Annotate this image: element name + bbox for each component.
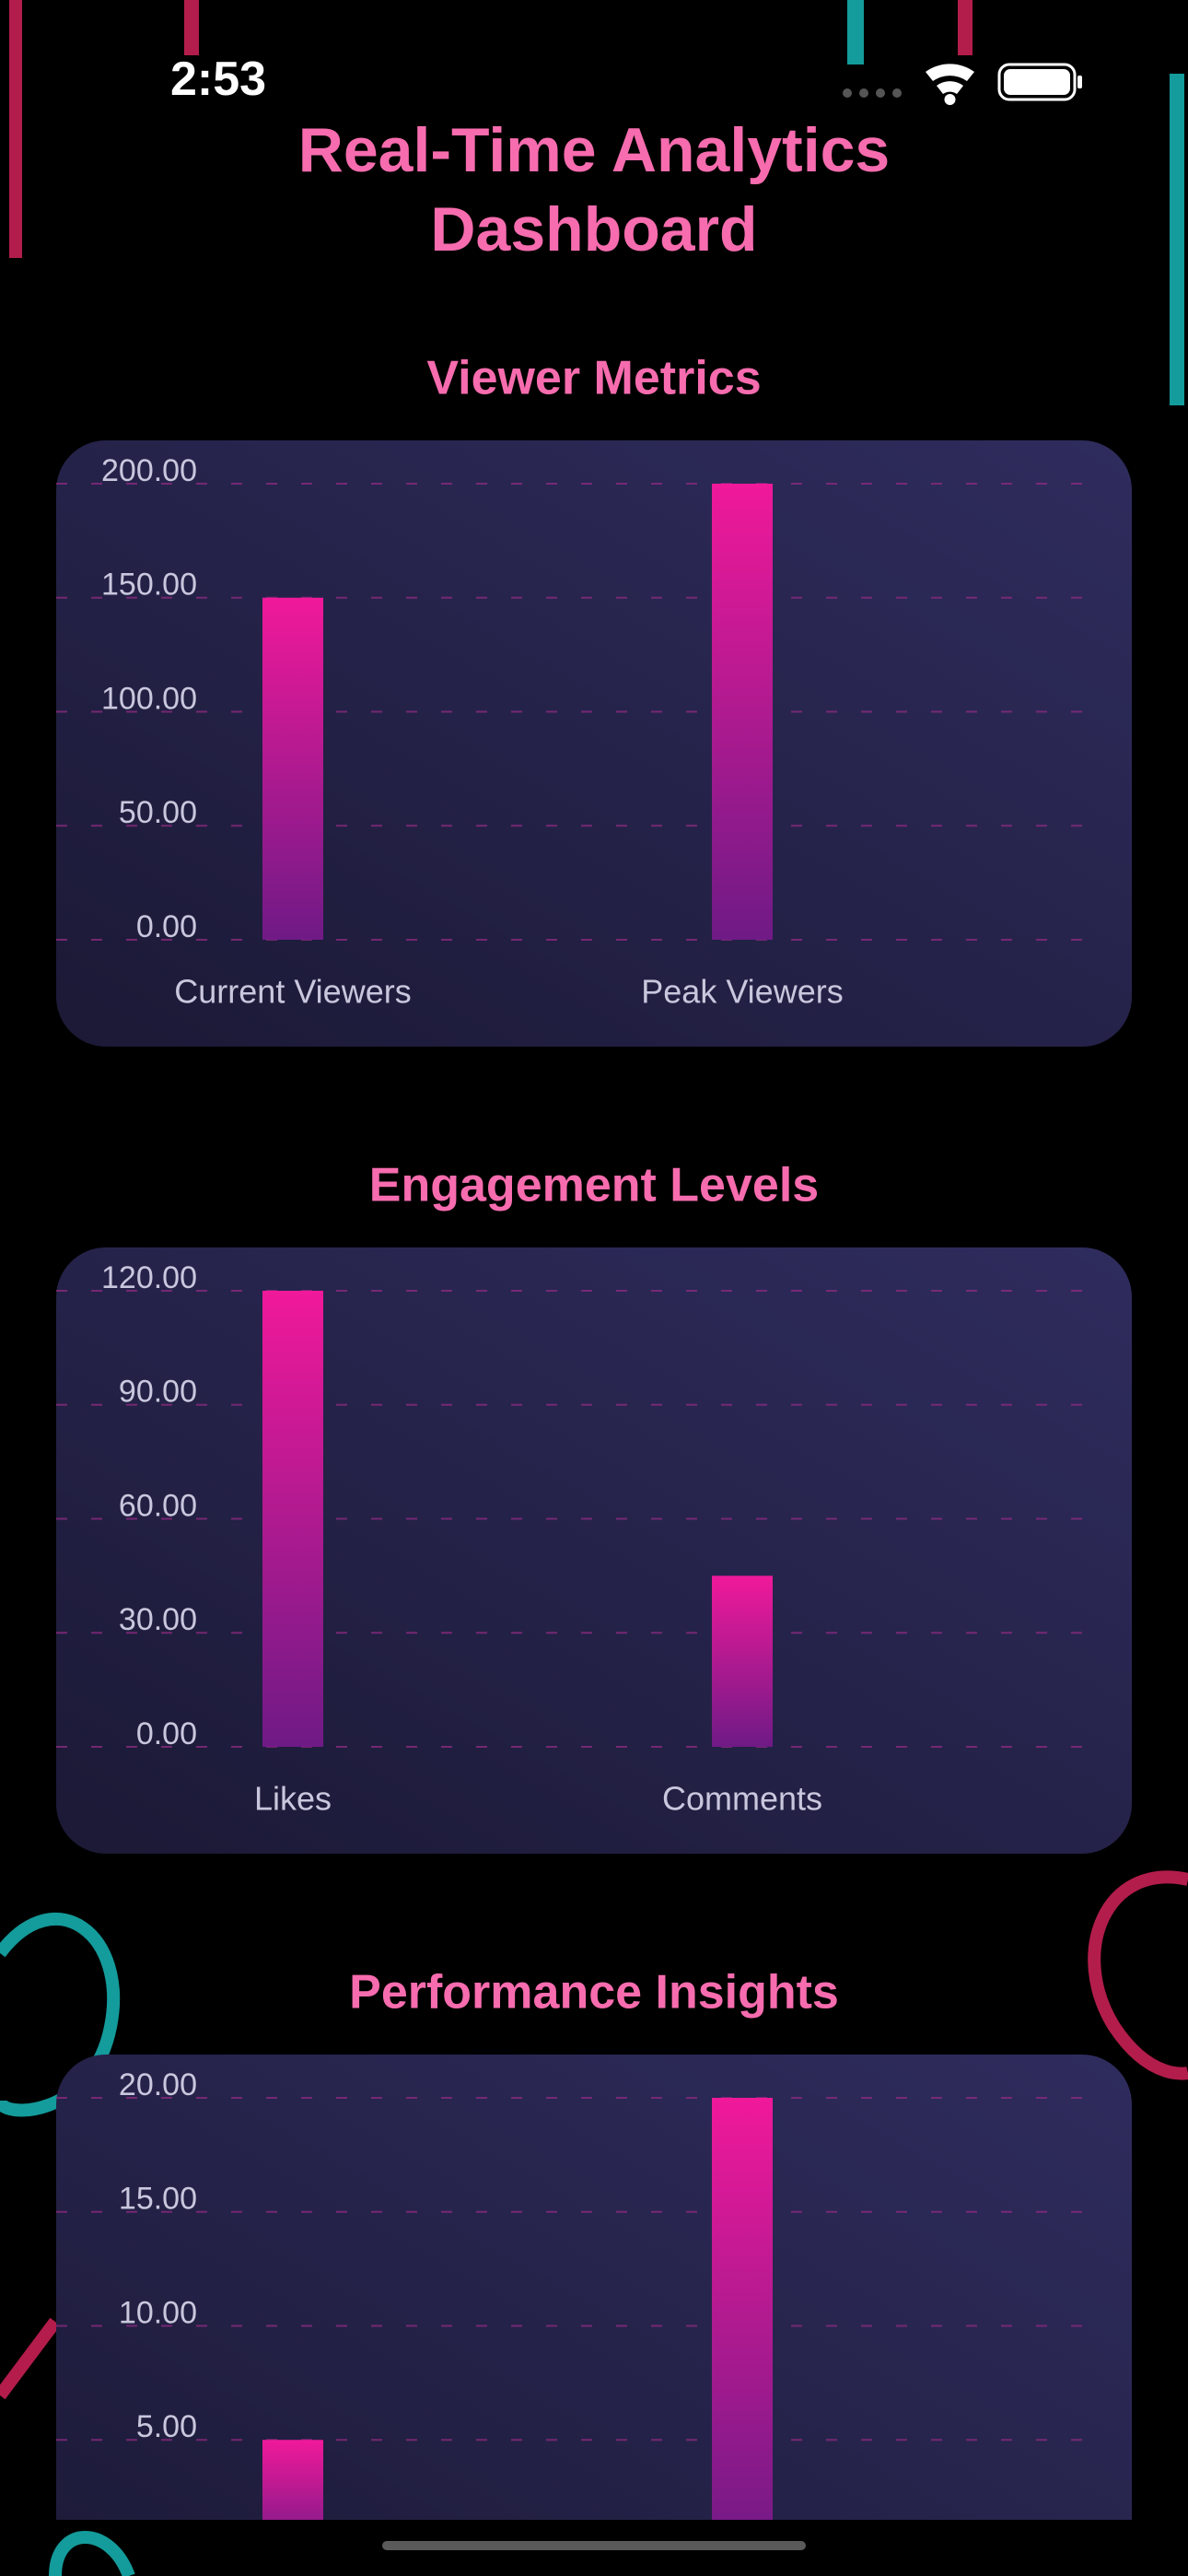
chart-section: Engagement Levels 0.00 30.00 60.00 90.00 120.… [56, 1159, 1132, 1854]
y-tick-label: 100.00 [101, 681, 197, 716]
chart-section: Viewer Metrics 0.00 50.00 100.00 150.00 200.0… [56, 352, 1132, 1047]
home-indicator [382, 2541, 806, 2550]
bar [262, 2440, 323, 2520]
y-tick-label: 30.00 [119, 1602, 197, 1637]
chart-card [56, 2055, 1132, 2520]
charts: Viewer Metrics 0.00 50.00 100.00 150.00 200.0… [56, 352, 1132, 2520]
y-tick-label: 200.00 [101, 453, 197, 488]
y-tick-label: 120.00 [101, 1260, 197, 1295]
chart-title: Viewer Metrics [426, 352, 761, 405]
chart-card [56, 1247, 1132, 1854]
page-title: Real-Time Analytics Dashboard [297, 115, 891, 264]
y-tick-label: 90.00 [119, 1375, 197, 1410]
y-tick-label: 150.00 [101, 568, 197, 603]
bar [262, 597, 323, 940]
y-tick-label: 50.00 [119, 795, 197, 830]
status-time: 2:53 [170, 53, 267, 106]
chart-title: Engagement Levels [369, 1159, 819, 1212]
chart-card [56, 440, 1132, 1047]
bar [712, 2098, 773, 2520]
x-tick-label: Peak Viewers [641, 973, 843, 1011]
chart-section: Performance Insights 5.00 10.00 15.00 20.00 [56, 1966, 1132, 2520]
bar [712, 484, 773, 940]
bar [262, 1291, 323, 1747]
x-tick-label: Current Viewers [174, 973, 411, 1011]
y-tick-label: 20.00 [119, 2067, 197, 2102]
y-tick-label: 0.00 [136, 1716, 197, 1751]
chart-title: Performance Insights [349, 1966, 839, 2020]
bar [712, 1575, 773, 1747]
y-tick-label: 60.00 [119, 1488, 197, 1523]
status-icons [843, 63, 1082, 105]
x-tick-label: Comments [662, 1780, 822, 1818]
y-tick-label: 0.00 [136, 909, 197, 944]
y-tick-label: 15.00 [119, 2182, 197, 2217]
x-tick-label: Likes [254, 1780, 332, 1818]
y-tick-label: 10.00 [119, 2295, 197, 2330]
y-tick-label: 5.00 [136, 2409, 197, 2444]
